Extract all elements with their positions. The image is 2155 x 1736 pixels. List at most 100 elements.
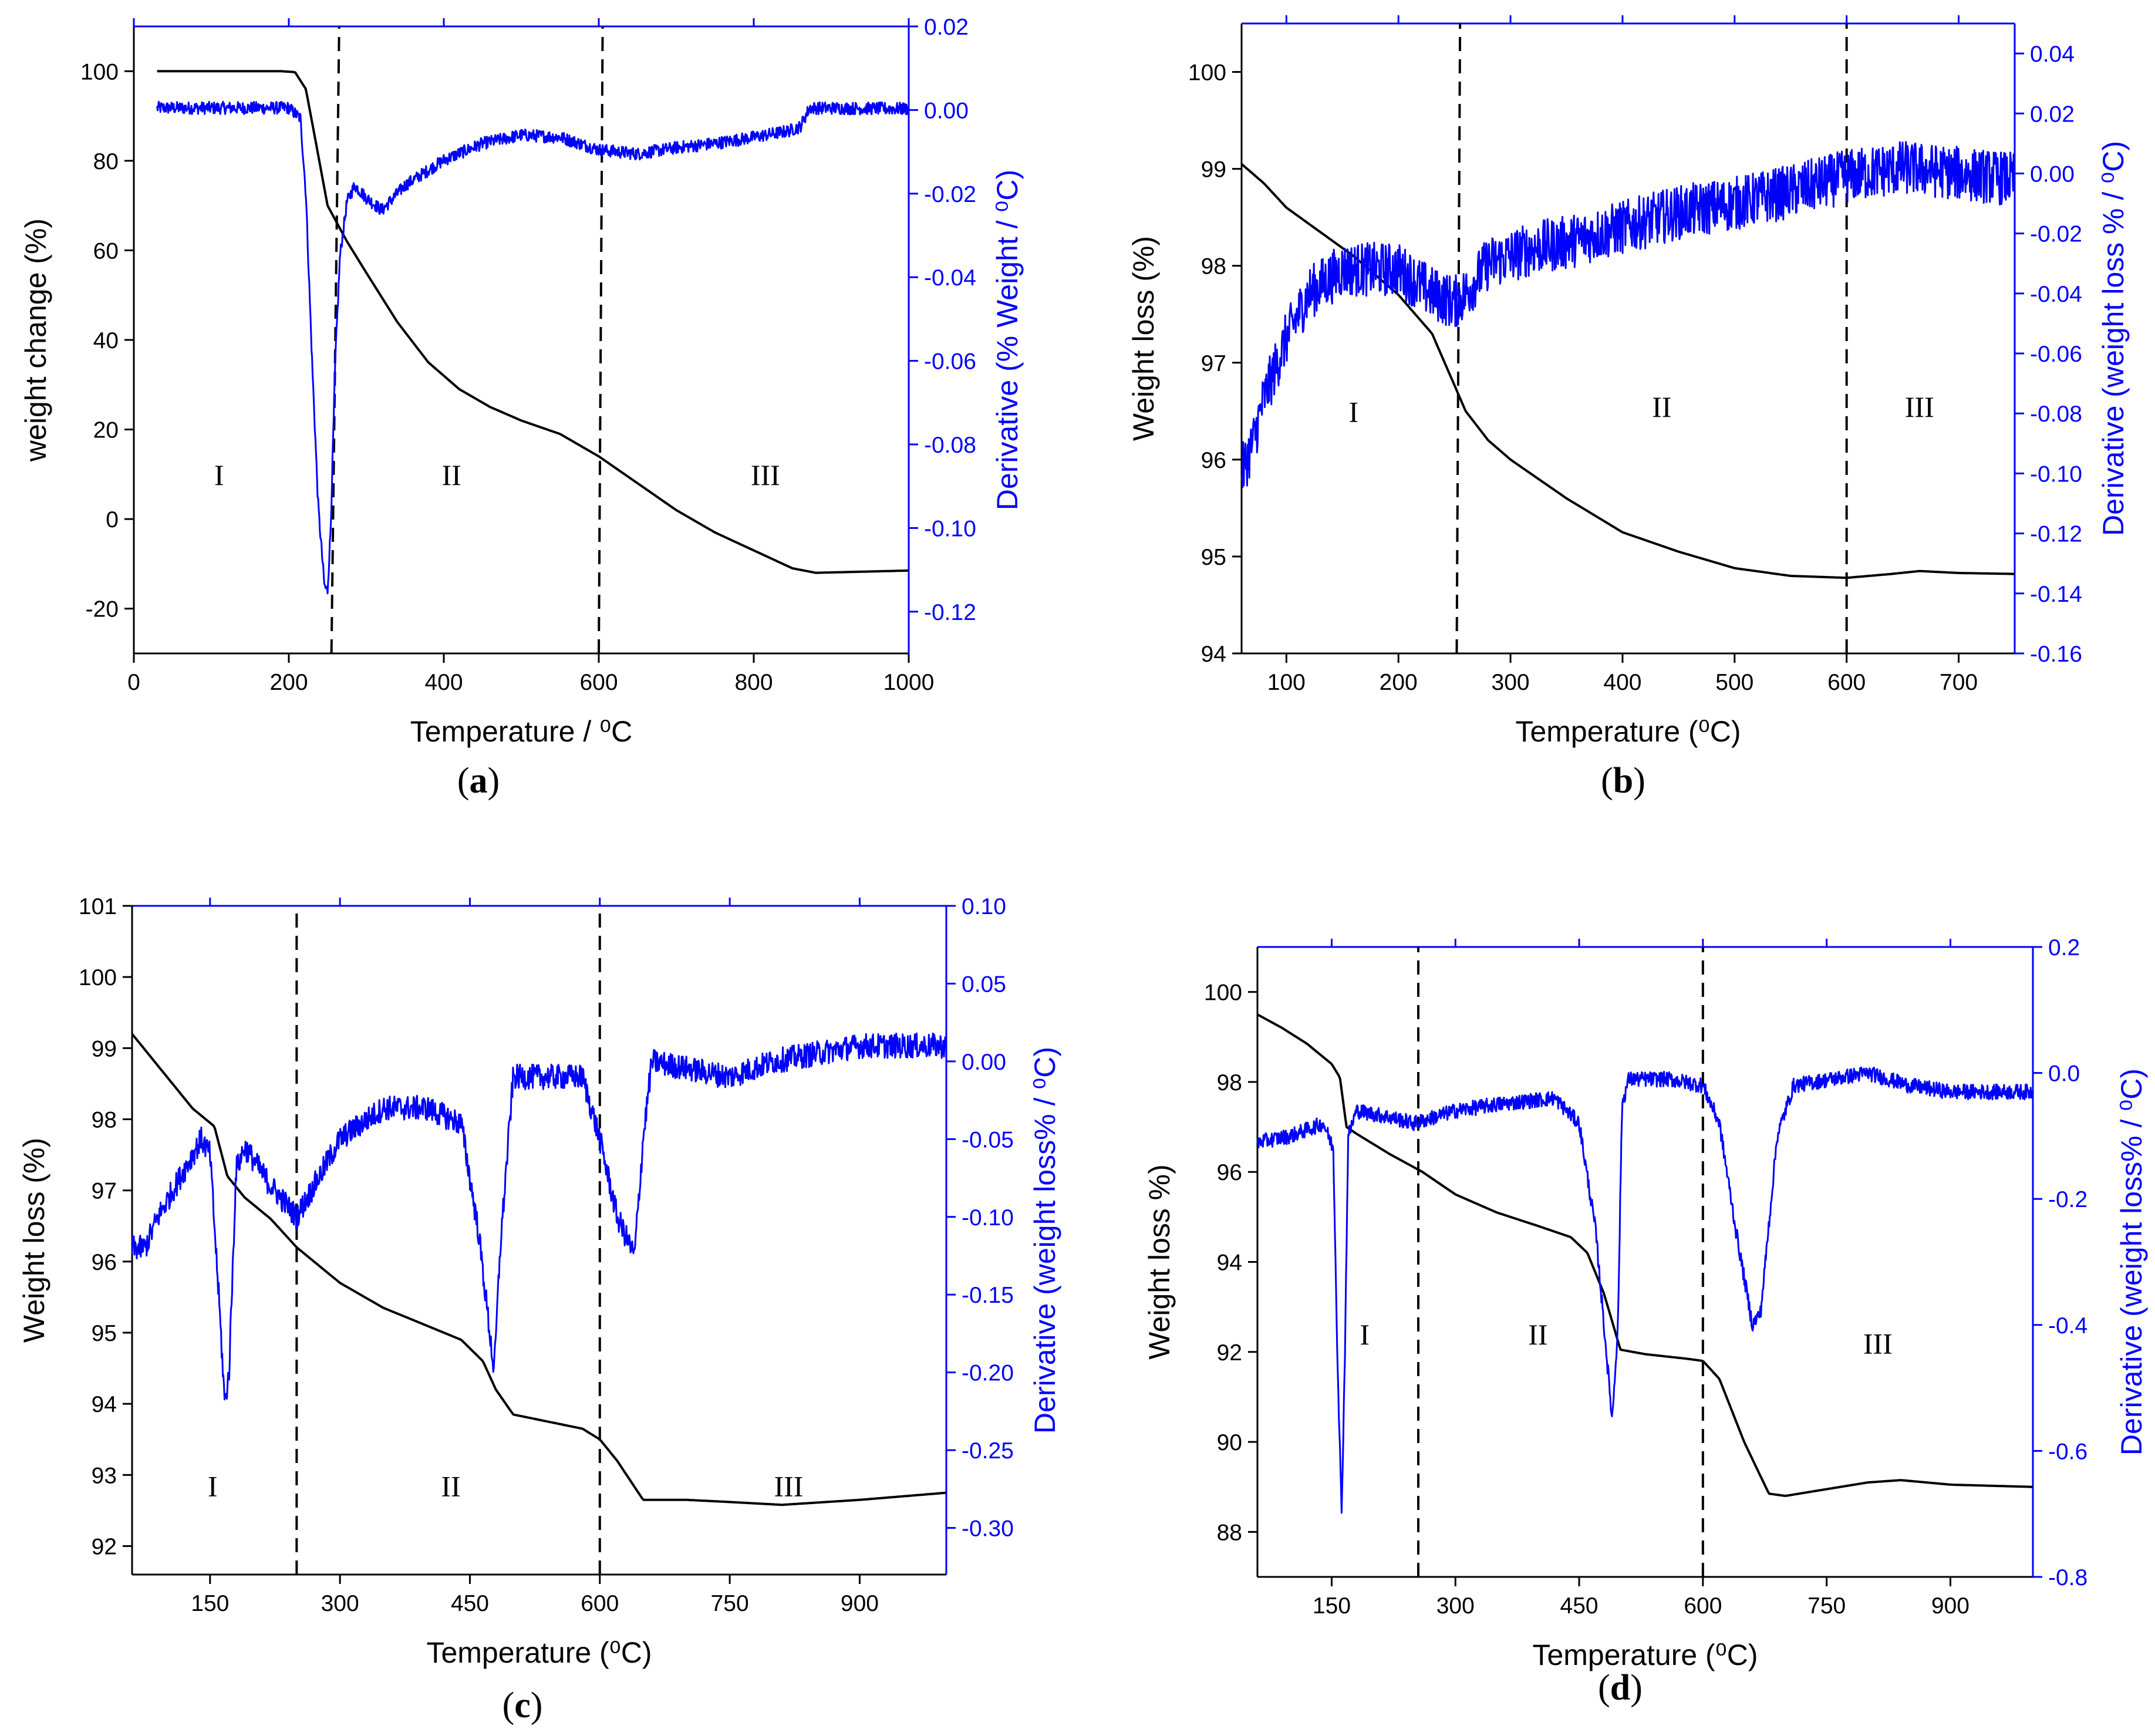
x-tick-label: 100	[1267, 670, 1306, 695]
y-right-axis-title: Derivative (weight loss % / ⁰C)	[2097, 141, 2130, 536]
y-right-tick-label: -0.08	[2030, 402, 2082, 427]
panel-label: (b)	[1601, 761, 1645, 801]
region-divider	[598, 26, 604, 654]
y-right-tick-label: -0.2	[2048, 1187, 2087, 1212]
weight-curve	[157, 70, 909, 574]
y-left-tick-label: 100	[1204, 980, 1242, 1006]
y-left-axis-title: Weight loss (%)	[1127, 236, 1160, 441]
panel-d: 150 300 450 600 750 900 88 90 92 94 96 98 100 -0.8 -0.…	[1143, 935, 2148, 1708]
y-right-tick-label: -0.10	[962, 1205, 1014, 1231]
x-tick-label: 600	[1827, 670, 1866, 695]
y-left-tick-label: 101	[79, 894, 117, 919]
y-left-tick-label: 40	[93, 328, 119, 353]
y-right-tick-label: -0.02	[2030, 222, 2082, 247]
x-axis-title: Temperature (⁰C)	[426, 1636, 652, 1669]
region-label: III	[1863, 1327, 1893, 1360]
y-left-tick-label: 80	[93, 149, 119, 174]
y-left-tick-label: 98	[1217, 1070, 1242, 1095]
y-right-tick-label: -0.06	[2030, 342, 2082, 367]
x-axis-title: Temperature / ⁰C	[410, 715, 633, 748]
y-right-axis-title: Derivative (% Weight / ⁰C)	[991, 170, 1024, 510]
weight-curve	[1240, 163, 2015, 579]
y-left-tick-label: 94	[1217, 1250, 1242, 1276]
y-left-tick-label: 60	[93, 238, 119, 264]
y-right-tick-label: 0.05	[962, 972, 1006, 997]
panel-c: 150 300 450 600 750 900 92 93 94 95 96 97 98 99 100 101…	[18, 894, 1061, 1725]
region-label: II	[1528, 1318, 1547, 1351]
y-left-tick-label: 97	[92, 1179, 117, 1204]
panel-label-letter: d	[1610, 1668, 1630, 1708]
y-right-tick-label: -0.16	[2030, 642, 2082, 667]
y-left-tick-label: 92	[1217, 1340, 1242, 1366]
y-left-tick-label: 93	[92, 1463, 117, 1488]
y-left-axis-title: weight change (%)	[19, 218, 52, 462]
region-label: I	[1349, 395, 1359, 428]
x-tick-label: 700	[1940, 670, 1978, 695]
y-right-tick-label: -0.4	[2048, 1313, 2087, 1339]
y-left-tick-label: 97	[1201, 351, 1226, 376]
x-tick-label: 450	[451, 1591, 489, 1616]
y-right-tick-label: -0.8	[2048, 1565, 2087, 1590]
x-tick-label: 500	[1715, 670, 1753, 695]
y-right-tick-label: 0.04	[2030, 42, 2075, 67]
y-left-tick-label: 98	[92, 1108, 117, 1133]
region-divider	[1455, 23, 1462, 654]
y-right-tick-label: -0.10	[924, 516, 976, 541]
y-left-tick-label: 96	[1201, 448, 1226, 473]
x-tick-label: 300	[1436, 1593, 1475, 1619]
y-right-tick-label: -0.30	[962, 1516, 1014, 1542]
y-left-tick-label: 88	[1217, 1520, 1242, 1545]
region-label: II	[1652, 390, 1671, 423]
derivative-curve	[1256, 1066, 2034, 1514]
y-right-tick-label: -0.12	[924, 600, 976, 625]
x-tick-label: 150	[1313, 1593, 1351, 1619]
y-right-tick-label: 0.00	[924, 98, 969, 123]
y-left-tick-label: 99	[1201, 157, 1226, 183]
y-right-tick-label: -0.14	[2030, 582, 2082, 607]
x-axis-title: Temperature (⁰C)	[1532, 1639, 1758, 1671]
y-right-tick-label: -0.04	[924, 265, 976, 291]
panel-label-letter: b	[1613, 761, 1633, 801]
y-right-tick-label: -0.06	[924, 349, 976, 375]
x-tick-label: 0	[127, 670, 140, 695]
x-tick-label: 300	[321, 1591, 359, 1616]
y-left-tick-label: 95	[92, 1321, 117, 1346]
y-right-tick-label: -0.15	[962, 1283, 1014, 1308]
panel-a: 0 200 400 600 800 1000 -20 0 20 40 60 80 100 -0.12 -0.…	[19, 15, 1024, 801]
y-left-tick-label: 100	[79, 965, 117, 990]
derivative-curve	[131, 1032, 947, 1401]
y-left-tick-label: 0	[106, 507, 119, 532]
x-tick-label: 450	[1560, 1593, 1598, 1619]
region-label: III	[1905, 390, 1934, 423]
y-right-tick-label: -0.6	[2048, 1439, 2087, 1464]
x-tick-label: 400	[424, 670, 463, 695]
region-label: I	[208, 1470, 218, 1503]
y-left-tick-label: 96	[92, 1250, 117, 1275]
panel-label: (c)	[503, 1686, 543, 1725]
x-axis-title: Temperature (⁰C)	[1515, 715, 1741, 748]
derivative-curve	[156, 100, 910, 595]
y-left-tick-label: 100	[1188, 60, 1226, 86]
y-right-axis-title: Derivative (weight loss% / ⁰C)	[1028, 1047, 1061, 1434]
region-label: III	[751, 459, 780, 491]
region-label: II	[442, 459, 461, 491]
weight-curve	[131, 1033, 947, 1506]
y-right-tick-label: -0.12	[2030, 522, 2082, 547]
x-tick-label: 800	[734, 670, 773, 695]
y-left-axis-title: Weight loss %)	[1143, 1164, 1176, 1360]
x-tick-label: 150	[191, 1591, 229, 1616]
y-right-tick-label: -0.04	[2030, 282, 2082, 307]
y-right-tick-label: 0.0	[2048, 1061, 2080, 1087]
x-tick-label: 750	[711, 1591, 749, 1616]
y-left-tick-label: 99	[92, 1036, 117, 1061]
y-left-tick-label: 92	[92, 1535, 117, 1560]
y-right-tick-label: 0.10	[962, 894, 1006, 919]
x-tick-label: 750	[1807, 1593, 1846, 1619]
y-right-tick-label: 0.2	[2048, 935, 2080, 960]
region-label: I	[214, 459, 224, 491]
y-left-tick-label: 95	[1201, 545, 1226, 570]
x-tick-label: 300	[1492, 670, 1530, 695]
y-right-tick-label: 0.00	[2030, 161, 2075, 187]
y-right-tick-label: -0.25	[962, 1438, 1014, 1464]
y-left-tick-label: 90	[1217, 1430, 1242, 1455]
